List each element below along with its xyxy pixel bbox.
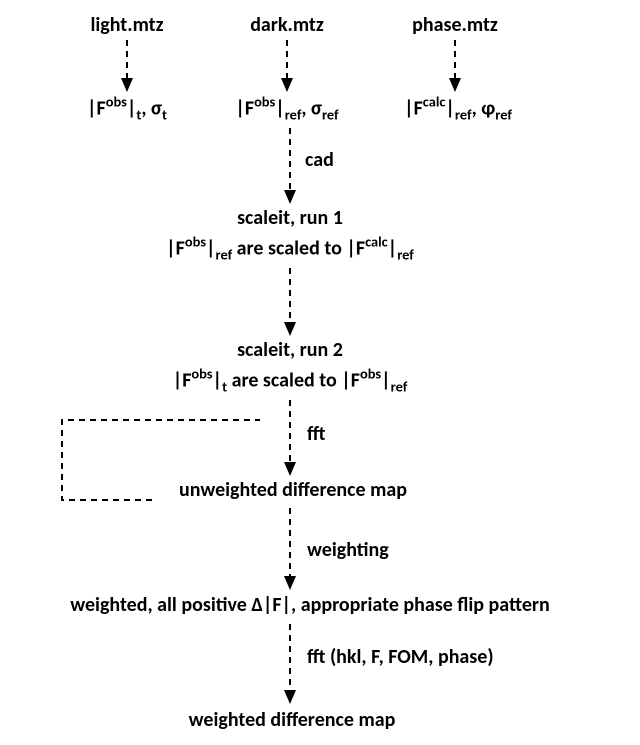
node-light_mtz: light.mtz — [90, 13, 163, 37]
node-fobs_ref: |Fobs|ref, σref — [235, 93, 338, 124]
node-fcalc_ref: |Fcalc|ref, φref — [404, 93, 512, 124]
node-weighted_dF: weighted, all positive Δ|F|, appropriate… — [70, 593, 550, 617]
node-scaleit2a: scaleit, run 2 — [237, 338, 343, 362]
node-scaleit1a: scaleit, run 1 — [237, 206, 343, 230]
edge-label-5: fft — [307, 422, 325, 446]
edge-label-3: cad — [305, 148, 334, 172]
node-unweighted: unweighted difference map — [179, 478, 407, 502]
node-scaleit2b: |Fobs|t are scaled to |Fobs|ref — [173, 365, 408, 396]
edge-label-7: fft (hkl, F, FOM, phase) — [307, 645, 494, 669]
edge-label-6: weighting — [307, 538, 389, 562]
node-phase_mtz: phase.mtz — [412, 13, 498, 37]
node-weighted_map: weighted difference map — [189, 708, 396, 732]
node-scaleit1b: |Fobs|ref are scaled to |Fcalc|ref — [166, 233, 414, 264]
node-dark_mtz: dark.mtz — [250, 13, 324, 37]
node-fobs_t: |Fobs|t, σt — [87, 93, 167, 124]
